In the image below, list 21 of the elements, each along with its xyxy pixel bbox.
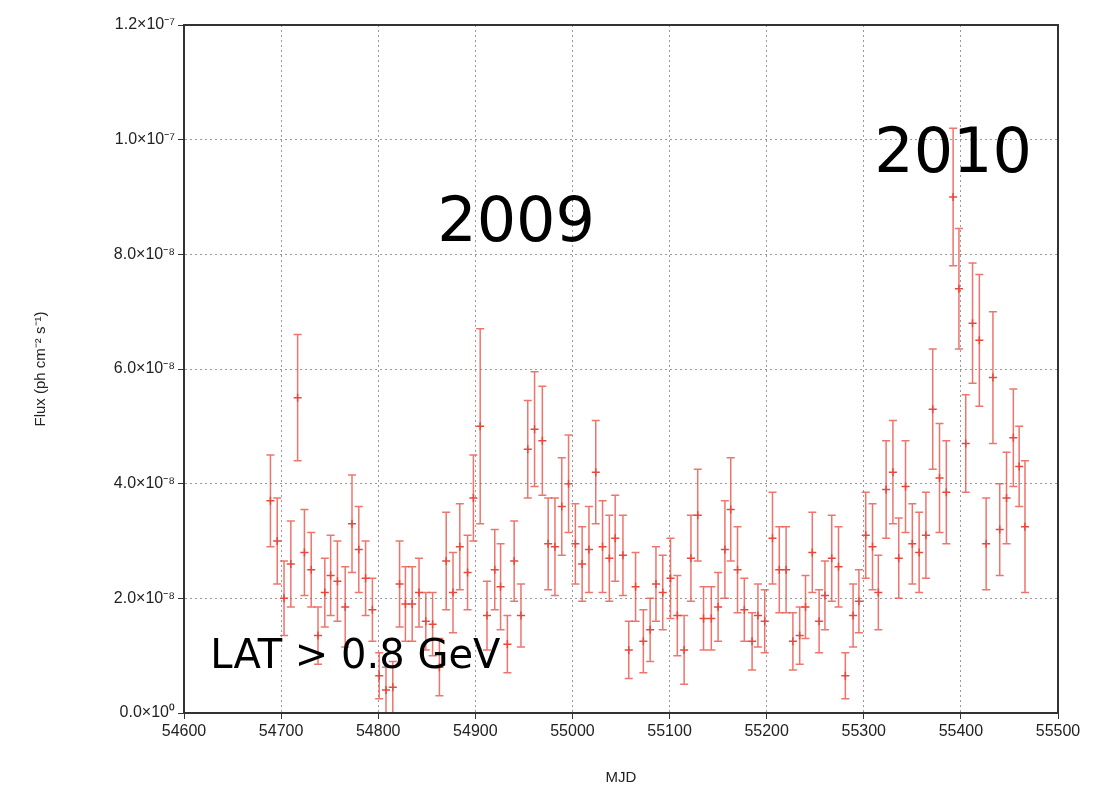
y-tick-label: 1.2×10⁻⁷ — [114, 15, 176, 33]
x-tick-label: 54600 — [161, 722, 207, 740]
x-tick-label: 54800 — [355, 722, 401, 740]
x-tick-label: 55400 — [938, 722, 984, 740]
x-tick-label: 55500 — [1035, 722, 1081, 740]
x-tick-label: 54900 — [453, 722, 498, 740]
x-tick-label: 55100 — [647, 722, 692, 740]
y-tick-label: 6.0×10⁻⁸ — [113, 359, 175, 377]
y-tick-label: 4.0×10⁻⁸ — [113, 474, 175, 492]
annotation: 2009 — [437, 182, 596, 256]
x-tick-label: 55000 — [550, 722, 595, 740]
y-axis-title: Flux (ph cm⁻² s⁻¹) — [31, 311, 49, 427]
y-tick-label: 2.0×10⁻⁸ — [113, 588, 175, 606]
x-axis-title: MJD — [605, 768, 637, 786]
y-tick-label: 0.0×10⁰ — [119, 703, 175, 721]
x-tick-label: 55300 — [841, 722, 887, 740]
x-tick-label: 54700 — [258, 722, 304, 740]
x-tick-label: 55200 — [744, 722, 790, 740]
y-tick-label: 8.0×10⁻⁸ — [113, 244, 175, 262]
annotation: 2010 — [874, 113, 1033, 187]
y-tick-label: 1.0×10⁻⁷ — [114, 130, 176, 148]
